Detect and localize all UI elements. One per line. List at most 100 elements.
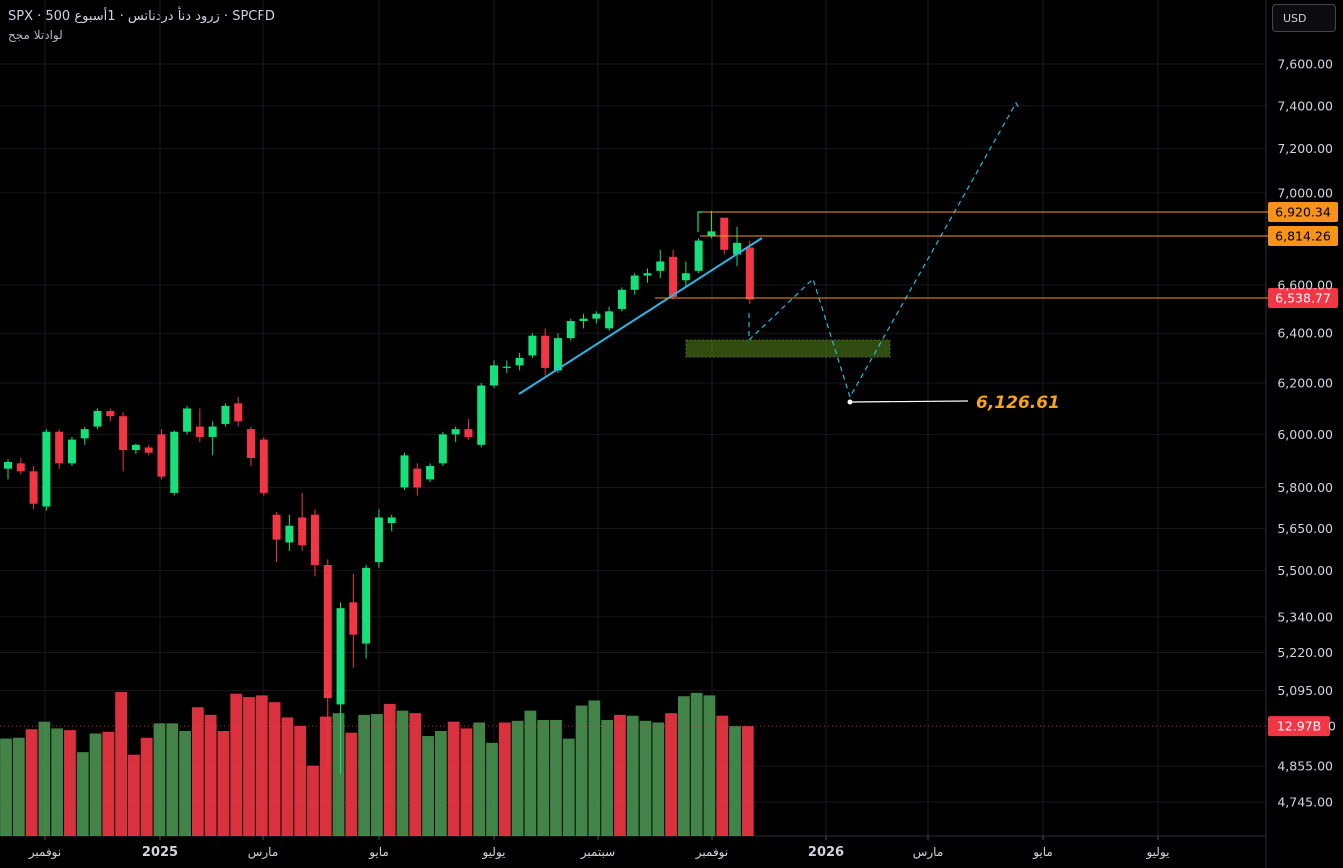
- time-tick-label: مايو: [1032, 845, 1053, 860]
- price-tick-label: 5,800.00: [1277, 480, 1333, 495]
- candle-body: [413, 468, 422, 488]
- candle-body: [349, 602, 358, 635]
- volume-bar: [64, 730, 76, 836]
- candle-body: [694, 240, 703, 271]
- volume-bar: [255, 695, 268, 836]
- volume-bar: [486, 742, 498, 836]
- volume-bar: [741, 726, 754, 836]
- candle-body: [426, 465, 435, 480]
- candle-body: [438, 434, 447, 464]
- candle-body: [477, 385, 486, 445]
- candle-body: [336, 608, 345, 705]
- price-level-badge[interactable]: [1268, 288, 1338, 308]
- volume-indicator-label[interactable]: لوادتلا مجح: [8, 28, 63, 42]
- candle-body: [221, 405, 230, 424]
- candle-body: [285, 525, 294, 543]
- volume-bar: [383, 703, 396, 836]
- volume-bar: [191, 707, 204, 836]
- price-axis[interactable]: 7,600.00 7,400.00 7,200.00 7,000.00 6,600.00…: [1277, 57, 1336, 810]
- volume-bars: [0, 692, 1266, 836]
- candle-body: [400, 455, 409, 488]
- price-tick-label: 6,000.00: [1277, 427, 1333, 442]
- projection-path[interactable]: [748, 101, 1021, 399]
- candle-body: [592, 313, 601, 319]
- trendline[interactable]: [518, 237, 763, 395]
- volume-bar: [243, 697, 255, 836]
- volume-bar: [153, 723, 166, 836]
- volume-bar: [179, 730, 191, 836]
- volume-bar: [498, 722, 511, 836]
- time-tick-label: يوليو: [1145, 845, 1169, 860]
- price-tick-label: 7,200.00: [1277, 141, 1333, 156]
- currency-button[interactable]: USD: [1272, 4, 1336, 32]
- price-tick-label: 7,000.00: [1277, 185, 1333, 200]
- time-tick-label: مارس: [248, 845, 279, 860]
- candle-body: [67, 439, 76, 464]
- volume-bar: [652, 722, 665, 836]
- candle-body: [464, 429, 473, 437]
- time-tick-label: نوفمبر: [695, 845, 728, 860]
- volume-bar: [51, 728, 64, 836]
- time-axis[interactable]: نوفمبر 2025 مارس مايو يوليو سبتمبر نوفمبر 2026 م…: [28, 836, 1170, 860]
- price-tick-label: 7,400.00: [1277, 98, 1333, 113]
- volume-bar: [230, 693, 243, 836]
- candle-body: [310, 514, 319, 565]
- target-point[interactable]: [847, 399, 853, 405]
- time-tick-label: مايو: [368, 845, 389, 860]
- candle-body: [208, 426, 217, 437]
- candle-body: [707, 231, 716, 236]
- candle-body: [605, 311, 614, 329]
- candle-body: [643, 273, 652, 276]
- candle-body: [42, 431, 51, 507]
- volume-bar: [524, 710, 537, 836]
- candle-body: [157, 434, 166, 477]
- price-tick-label: 5,095.00: [1277, 683, 1333, 698]
- volume-bar: [268, 702, 281, 836]
- time-tick-label: مارس: [913, 845, 944, 860]
- candle-body: [656, 261, 665, 271]
- volume-bar: [76, 752, 89, 836]
- volume-badge-label: 12.97B: [1277, 719, 1321, 734]
- time-tick-label: 2026: [808, 845, 844, 860]
- volume-bar: [140, 737, 153, 836]
- volume-bar: [729, 726, 741, 836]
- volume-bar: [562, 738, 575, 836]
- volume-bar: [626, 715, 639, 836]
- candle-body: [374, 517, 383, 563]
- candle-body: [617, 289, 626, 309]
- candle-body: [566, 321, 575, 339]
- price-level-badge[interactable]: [1268, 226, 1338, 246]
- volume-bar: [358, 714, 371, 836]
- target-price-label: 6,126.61: [976, 393, 1060, 413]
- volume-bar: [690, 692, 703, 836]
- volume-bar: [703, 695, 716, 836]
- price-level-badge[interactable]: [1268, 202, 1338, 222]
- volume-bar: [537, 719, 550, 836]
- candle-body: [362, 567, 371, 644]
- candle-body: [553, 338, 562, 371]
- volume-bar: [345, 732, 358, 836]
- price-tick-label: 6,400.00: [1277, 326, 1333, 341]
- candle-body: [183, 408, 192, 432]
- candle-body: [515, 357, 524, 366]
- drawings-layer[interactable]: 6,126.61: [518, 101, 1060, 413]
- candle-body: [272, 514, 281, 540]
- volume-badge[interactable]: [1268, 716, 1330, 737]
- candle-body: [131, 444, 140, 451]
- symbol-title[interactable]: SPX · 500 زرود دنأ دردناتس · 1أسبوع · SP…: [8, 9, 275, 24]
- price-tick-label: 5,220.00: [1277, 645, 1333, 660]
- candle-body: [144, 447, 153, 453]
- price-tick-label: 4,855.00: [1277, 759, 1333, 774]
- candle-body: [733, 242, 742, 255]
- price-levels[interactable]: 6,920.34 6,814.26 6,538.77 12.97B: [655, 202, 1338, 737]
- price-tick-label: 6,200.00: [1277, 375, 1333, 390]
- support-zone[interactable]: [685, 339, 891, 358]
- candle-body: [234, 403, 243, 422]
- candle-body: [29, 471, 38, 504]
- target-line[interactable]: [849, 400, 969, 403]
- volume-bar: [601, 719, 614, 836]
- volume-bar: [89, 733, 102, 836]
- price-tick-label: 5,500.00: [1277, 563, 1333, 578]
- volume-bar: [575, 705, 588, 836]
